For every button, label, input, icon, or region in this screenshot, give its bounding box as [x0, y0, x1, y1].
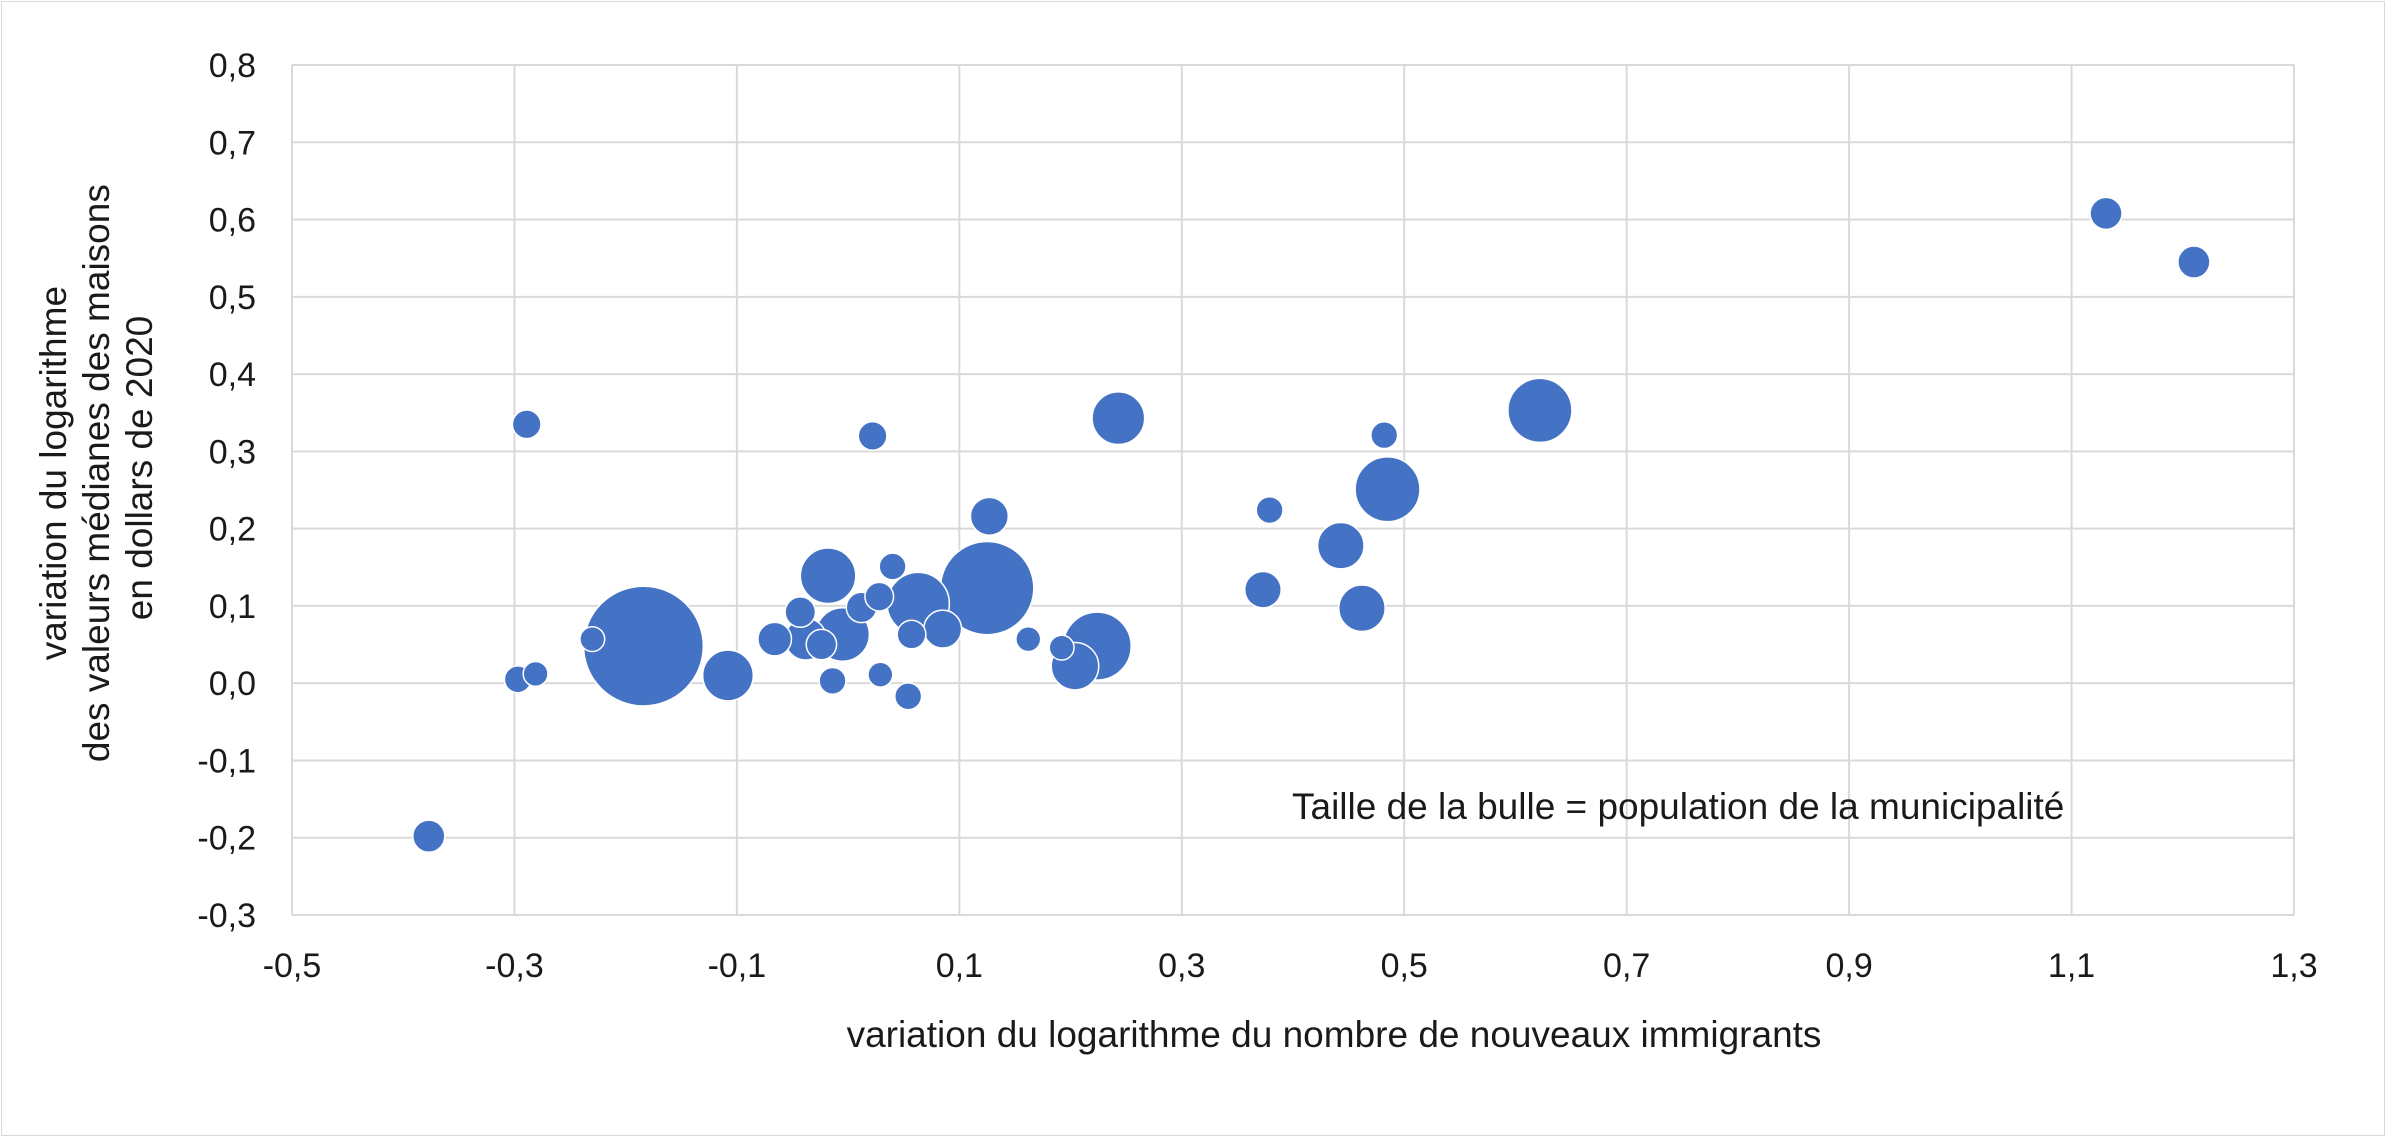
- bubble: [1243, 570, 1282, 609]
- bubble: [1507, 377, 1573, 444]
- bubble: [1048, 634, 1075, 661]
- bubble: [799, 547, 857, 605]
- bubble: [1316, 521, 1365, 570]
- gridlines: [291, 64, 2295, 916]
- y-tick-label: 0,8: [209, 47, 256, 85]
- bubble: [857, 420, 888, 451]
- y-tick-label: 0,0: [209, 665, 256, 703]
- bubble: [522, 660, 549, 688]
- bubble: [1255, 495, 1284, 525]
- x-tick-label: -0,5: [263, 947, 322, 985]
- bubble: [969, 496, 1010, 536]
- x-tick-labels: -0,5 -0,3 -0,1 0,1 0,3 0,5 0,7 0,9 1,1 1,3: [263, 947, 2318, 985]
- bubble: [2177, 245, 2211, 279]
- y-axis-title-line-1: variation du logarithme: [33, 286, 74, 660]
- x-tick-label: 0,5: [1381, 947, 1428, 985]
- bubble: [1338, 584, 1386, 633]
- bubble: [2089, 196, 2123, 231]
- bubble: [818, 666, 847, 696]
- bubble: [896, 619, 927, 650]
- x-tick-label: 1,1: [2048, 947, 2095, 985]
- bubble: [867, 661, 894, 688]
- bubble: [579, 625, 606, 653]
- bubble: [757, 621, 793, 657]
- x-tick-label: 0,7: [1603, 947, 1650, 985]
- x-tick-label: -0,3: [485, 947, 544, 985]
- bubble: [1015, 625, 1042, 653]
- bubble: [412, 819, 446, 853]
- bubble: [1354, 456, 1421, 523]
- x-tick-label: 0,9: [1825, 947, 1872, 985]
- bubble: [878, 552, 907, 581]
- bubble: [805, 628, 838, 661]
- bubble-series: [412, 196, 2211, 853]
- y-tick-label: 0,5: [209, 279, 256, 317]
- bubble-size-note: Taille de la bulle = population de la mu…: [1292, 786, 2064, 827]
- bubble: [784, 596, 817, 629]
- x-tick-label: 0,3: [1158, 947, 1205, 985]
- x-axis-title: variation du logarithme du nombre de nou…: [847, 1014, 1822, 1055]
- bubble: [864, 581, 895, 612]
- y-tick-label: 0,3: [209, 433, 256, 471]
- bubble: [1370, 420, 1399, 450]
- y-axis-title-line-2: des valeurs médianes des maisons: [76, 184, 117, 762]
- y-tick-label: -0,3: [197, 897, 256, 935]
- bubble: [1091, 391, 1146, 446]
- y-tick-label: 0,6: [209, 202, 256, 240]
- y-tick-labels: -0,3 -0,2 -0,1 0,0 0,1 0,2 0,3 0,4 0,5 0,6 0,7 0,8: [197, 47, 256, 935]
- bubble: [511, 409, 542, 440]
- x-tick-label: -0,1: [708, 947, 767, 985]
- y-axis-title-line-3: en dollars de 2020: [119, 316, 160, 620]
- y-tick-label: -0,2: [197, 820, 256, 858]
- x-tick-label: 1,3: [2270, 947, 2317, 985]
- y-tick-label: -0,1: [197, 742, 256, 780]
- y-axis-title: variation du logarithme des valeurs médi…: [33, 174, 160, 762]
- y-tick-label: 0,7: [209, 124, 256, 162]
- x-tick-label: 0,1: [936, 947, 983, 985]
- bubble: [894, 682, 923, 711]
- bubble: [701, 649, 755, 702]
- bubble: [922, 609, 963, 649]
- y-tick-label: 0,1: [209, 588, 256, 626]
- y-tick-label: 0,2: [209, 511, 256, 549]
- y-tick-label: 0,4: [209, 356, 256, 394]
